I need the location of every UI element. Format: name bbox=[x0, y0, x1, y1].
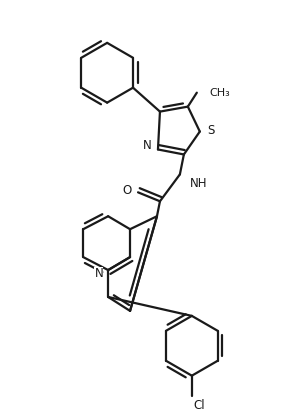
Text: N: N bbox=[94, 266, 103, 280]
Text: S: S bbox=[207, 124, 214, 137]
Text: NH: NH bbox=[190, 177, 207, 190]
Text: CH₃: CH₃ bbox=[210, 88, 230, 98]
Text: O: O bbox=[123, 184, 132, 197]
Text: Cl: Cl bbox=[194, 398, 206, 412]
Text: N: N bbox=[143, 139, 152, 152]
